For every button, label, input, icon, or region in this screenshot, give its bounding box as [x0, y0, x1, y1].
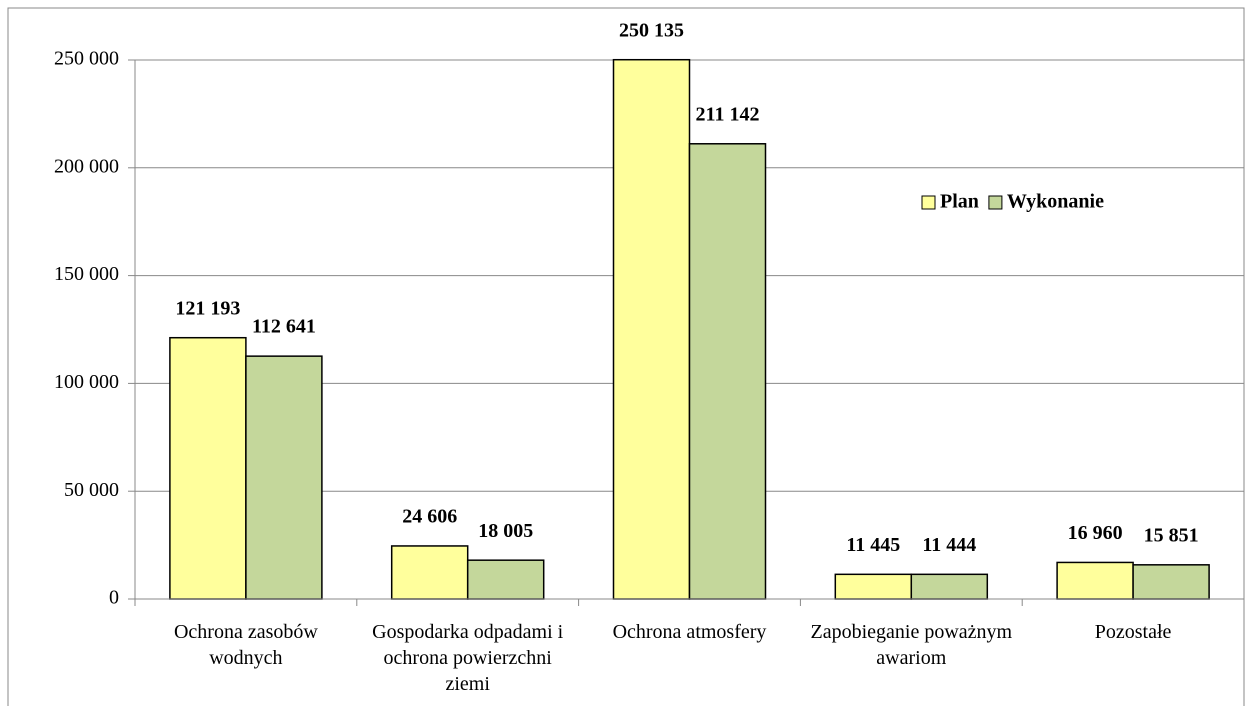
data-label: 15 851	[1144, 524, 1199, 546]
x-tick-label: Zapobieganie poważnym awariom	[810, 621, 1013, 669]
y-tick-label: 100 000	[54, 371, 119, 393]
bar	[169, 336, 247, 600]
bar	[910, 573, 989, 600]
y-tick-label: 200 000	[54, 155, 119, 177]
data-label: 250 135	[619, 19, 684, 41]
legend-label: Wykonanie	[1007, 191, 1104, 213]
legend-label: Plan	[940, 191, 979, 213]
bar	[688, 143, 767, 600]
data-label: 18 005	[478, 520, 533, 542]
y-tick-label: 50 000	[64, 479, 119, 501]
data-label: 16 960	[1068, 522, 1123, 544]
data-label: 112 641	[252, 316, 316, 338]
data-label: 11 444	[922, 534, 976, 556]
y-tick-label: 0	[109, 587, 119, 609]
chart-frame	[7, 7, 1245, 706]
bar	[390, 545, 469, 600]
legend-swatch	[921, 195, 936, 210]
x-tick-label: Ochrona atmosfery	[612, 621, 767, 643]
data-label: 11 445	[846, 534, 900, 556]
data-label: 211 142	[696, 103, 760, 125]
bar	[834, 573, 913, 600]
bar	[612, 58, 691, 600]
y-tick-label: 150 000	[54, 263, 119, 285]
legend-swatch	[988, 195, 1003, 210]
bar	[466, 559, 545, 600]
x-tick-label: Gospodarka odpadami i ochrona powierzchn…	[372, 621, 564, 695]
bar	[1132, 564, 1210, 600]
y-tick-label: 250 000	[54, 48, 119, 70]
data-label: 24 606	[402, 506, 457, 528]
x-tick-label: Ochrona zasobów wodnych	[173, 621, 318, 669]
bar	[245, 355, 323, 600]
data-label: 121 193	[175, 297, 240, 319]
bar	[1056, 561, 1134, 600]
x-tick-label: Pozostałe	[1094, 621, 1172, 643]
